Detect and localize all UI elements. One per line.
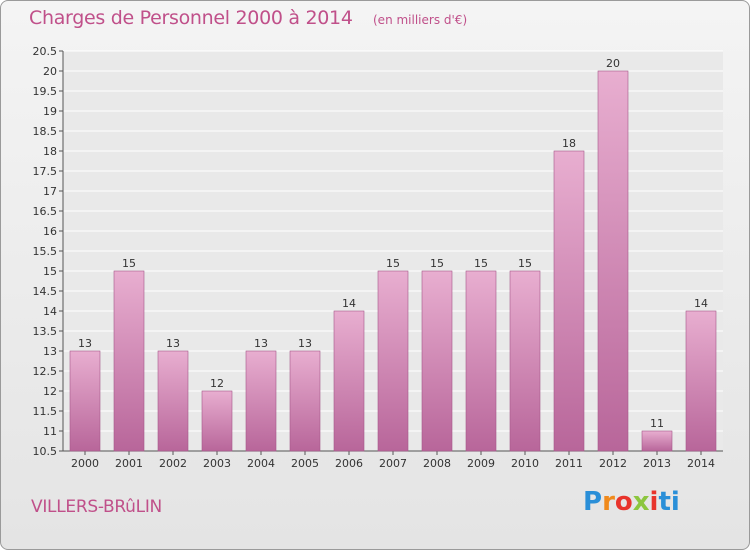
y-tick-label: 13 [43, 345, 57, 358]
y-tick-label: 16 [43, 225, 57, 238]
y-tick-label: 11 [43, 425, 57, 438]
x-tick-label: 2008 [423, 457, 451, 470]
bar-2003 [201, 390, 233, 452]
logo-letter: i [649, 487, 659, 517]
x-tick-label: 2006 [335, 457, 363, 470]
x-tick-label: 2005 [291, 457, 319, 470]
bar-2009 [465, 270, 497, 452]
logo-letter: x [632, 487, 650, 517]
value-label: 15 [474, 257, 488, 270]
bar-2014 [685, 310, 717, 452]
bar-2004 [245, 350, 277, 452]
x-tick-label: 2013 [643, 457, 671, 470]
y-tick-label: 18 [43, 145, 57, 158]
x-tick-label: 2001 [115, 457, 143, 470]
x-tick-label: 2011 [555, 457, 583, 470]
y-tick-label: 12 [43, 385, 57, 398]
bars [69, 70, 717, 452]
logo-letter: o [614, 487, 633, 517]
y-tick-label: 20.5 [33, 45, 58, 58]
value-label: 15 [518, 257, 532, 270]
y-tick-label: 20 [43, 65, 57, 78]
axes: 10.5 11 11.5 12 12.5 13 13.5 14 14.5 15 15.5 16 16.5… [33, 45, 723, 470]
y-tick-label: 16.5 [33, 205, 58, 218]
y-tick-label: 14 [43, 305, 57, 318]
chart-unit: (en milliers d'€) [373, 13, 468, 27]
y-tick-label: 17.5 [33, 165, 58, 178]
value-label: 13 [166, 337, 180, 350]
logo-letter: P [583, 487, 603, 517]
y-tick-label: 11.5 [33, 405, 58, 418]
value-label: 14 [342, 297, 356, 310]
value-label: 13 [254, 337, 268, 350]
value-label: 20 [606, 57, 620, 70]
y-tick-label: 19 [43, 105, 57, 118]
y-tick-label: 14.5 [33, 285, 58, 298]
x-tick-label: 2010 [511, 457, 539, 470]
value-label: 18 [562, 137, 576, 150]
bar-2002 [157, 350, 189, 452]
x-tick-label: 2003 [203, 457, 231, 470]
bar-2011 [553, 150, 585, 452]
bar-2005 [289, 350, 321, 452]
x-tick-label: 2009 [467, 457, 495, 470]
x-tick-label: 2004 [247, 457, 275, 470]
value-label: 13 [78, 337, 92, 350]
y-tick-label: 15 [43, 265, 57, 278]
y-tick-label: 19.5 [33, 85, 58, 98]
value-label: 15 [430, 257, 444, 270]
bar-2012 [597, 70, 629, 452]
value-label: 13 [298, 337, 312, 350]
bar-2007 [377, 270, 409, 452]
value-label: 15 [122, 257, 136, 270]
y-tick-label: 15.5 [33, 245, 58, 258]
y-tick-label: 18.5 [33, 125, 58, 138]
x-tick-label: 2002 [159, 457, 187, 470]
x-tick-label: 2000 [71, 457, 99, 470]
value-label: 14 [694, 297, 708, 310]
bar-2001 [113, 270, 145, 452]
y-tick-label: 10.5 [33, 445, 58, 458]
value-labels: 13 15 13 12 13 13 14 15 15 15 15 18 20 11 14 [78, 57, 708, 430]
x-tick-label: 2014 [687, 457, 715, 470]
logo-letter: r [602, 487, 615, 517]
y-tick-label: 13.5 [33, 325, 58, 338]
x-tick-label: 2012 [599, 457, 627, 470]
x-tick-label: 2007 [379, 457, 407, 470]
bar-2006 [333, 310, 365, 452]
chart-title: Charges de Personnel 2000 à 2014 [29, 7, 353, 29]
bar-2008 [421, 270, 453, 452]
commune-name: VILLERS-BRûLIN [31, 497, 162, 517]
bar-2013 [641, 430, 673, 452]
y-tick-label: 17 [43, 185, 57, 198]
y-tick-label: 12.5 [33, 365, 58, 378]
value-label: 11 [650, 417, 664, 430]
value-label: 12 [210, 377, 224, 390]
bar-2000 [69, 350, 101, 452]
value-label: 15 [386, 257, 400, 270]
bar-2010 [509, 270, 541, 452]
proxiti-logo[interactable]: Proxiti [583, 487, 680, 517]
logo-letter: ti [658, 487, 680, 517]
